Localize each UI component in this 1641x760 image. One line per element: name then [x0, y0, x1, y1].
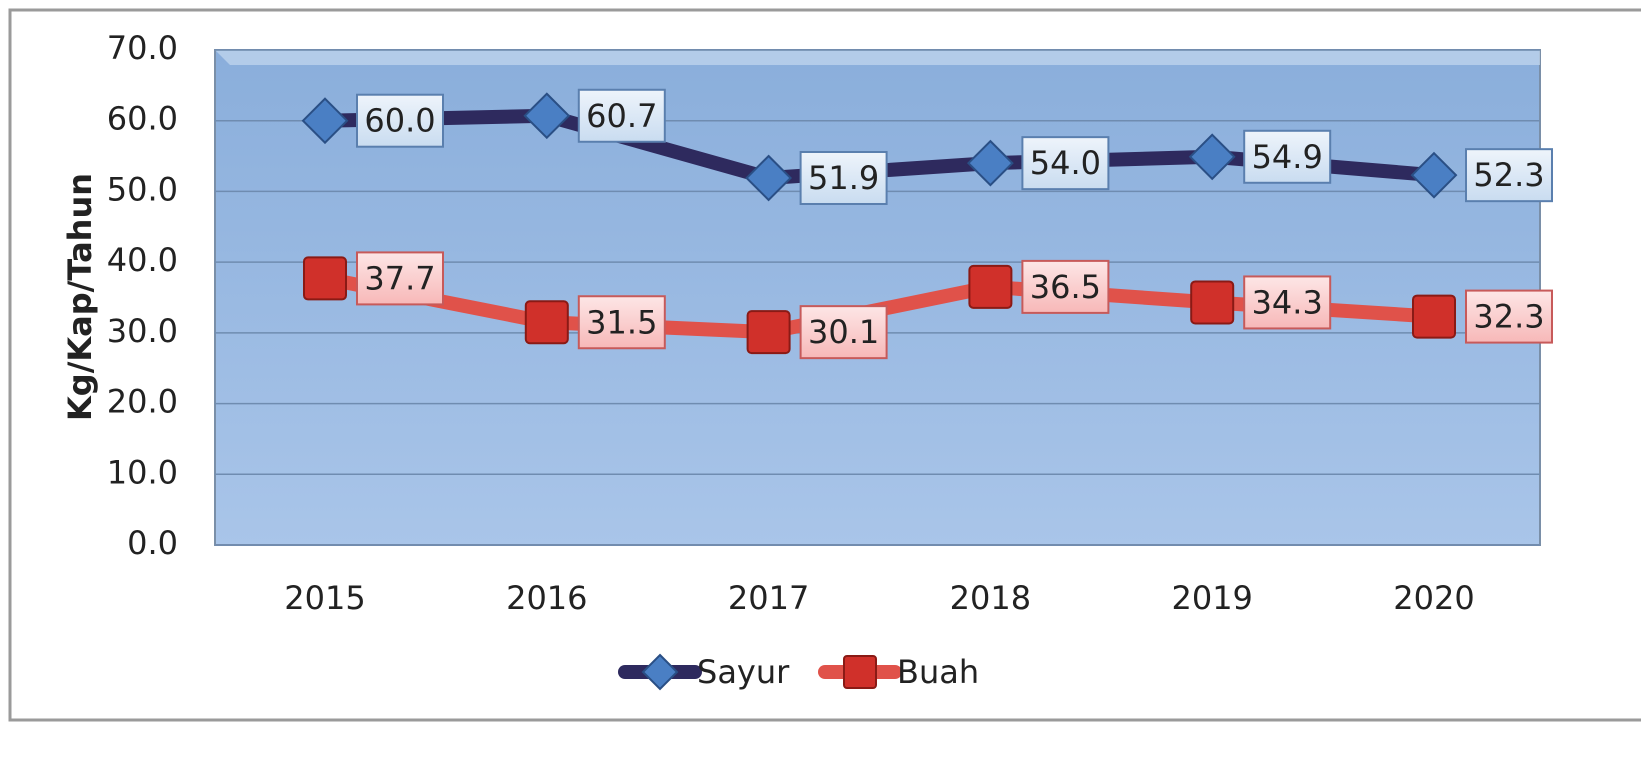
data-label-box — [356, 251, 444, 306]
data-label-box — [1021, 259, 1110, 314]
data-label-box — [1021, 136, 1110, 191]
y-tick-label: 0.0 — [127, 524, 178, 562]
marker — [1410, 151, 1458, 199]
data-label: 60.7 — [586, 97, 657, 135]
legend-marker — [641, 653, 679, 691]
data-label-box — [1243, 129, 1332, 184]
x-tick-label: 2020 — [1393, 579, 1474, 617]
x-tick-label: 2019 — [1171, 579, 1252, 617]
y-tick-label: 50.0 — [107, 170, 178, 208]
y-tick-label: 40.0 — [107, 241, 178, 279]
x-tick-label: 2015 — [284, 579, 365, 617]
legend-label: Buah — [897, 653, 979, 691]
marker — [966, 139, 1014, 187]
y-tick-label: 10.0 — [107, 453, 178, 491]
data-label-box — [799, 305, 888, 360]
data-label: 54.9 — [1252, 138, 1323, 176]
data-label: 30.1 — [808, 313, 879, 351]
y-tick-label: 70.0 — [107, 29, 178, 67]
marker — [745, 154, 793, 202]
data-label: 60.0 — [364, 102, 435, 140]
data-label: 36.5 — [1030, 268, 1101, 306]
y-axis-label: Kg/Kap/Tahun — [61, 173, 99, 421]
y-tick-label: 30.0 — [107, 312, 178, 350]
data-label-box — [356, 93, 444, 148]
marker — [303, 256, 347, 301]
y-tick-label: 60.0 — [107, 100, 178, 138]
x-tick-label: 2016 — [506, 579, 587, 617]
marker — [1190, 280, 1235, 325]
y-tick-label: 20.0 — [107, 383, 178, 421]
data-label-box — [1465, 289, 1553, 344]
x-tick-label: 2018 — [950, 579, 1031, 617]
plot-bevel — [215, 50, 1540, 65]
legend-marker — [843, 655, 877, 689]
data-label-box — [1243, 275, 1332, 330]
marker — [524, 300, 569, 345]
data-label: 52.3 — [1473, 156, 1544, 194]
legend-label: Sayur — [697, 653, 790, 691]
marker — [301, 97, 349, 145]
data-label: 32.3 — [1473, 298, 1544, 336]
marker — [1412, 294, 1456, 339]
data-label: 37.7 — [364, 259, 435, 297]
marker — [1188, 133, 1236, 181]
x-tick-label: 2017 — [728, 579, 809, 617]
data-label-box — [1465, 148, 1553, 203]
marker — [523, 92, 571, 140]
data-label-box — [577, 88, 666, 143]
data-label: 31.5 — [586, 303, 657, 341]
marker — [968, 264, 1013, 309]
data-label: 51.9 — [808, 159, 879, 197]
data-label: 54.0 — [1030, 144, 1101, 182]
data-label-box — [799, 150, 888, 205]
data-label-box — [577, 295, 666, 350]
marker — [746, 310, 791, 355]
data-label: 34.3 — [1252, 283, 1323, 321]
